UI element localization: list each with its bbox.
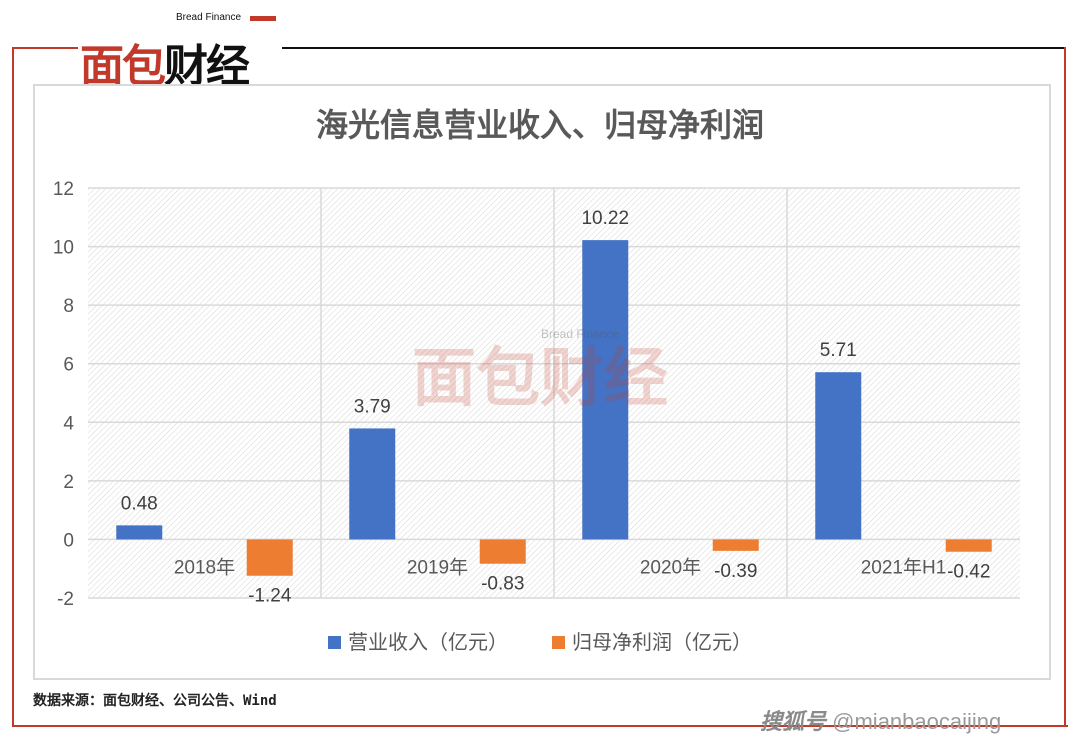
frame-line: [12, 47, 14, 727]
data-label: -0.83: [481, 574, 524, 595]
y-tick-label: 6: [63, 355, 74, 376]
y-tick-label: 4: [63, 413, 74, 434]
x-tick-label: 2020年: [640, 556, 701, 578]
brand-logo-cn: 面包财经: [80, 30, 250, 94]
legend-label: 营业收入（亿元）: [348, 630, 508, 654]
bar: [712, 539, 759, 551]
handle-watermark: @mianbaocaijing: [832, 709, 1002, 734]
x-tick-label: 2021年H1: [861, 556, 947, 578]
frame-line: [282, 47, 1066, 49]
data-label: 10.22: [581, 208, 629, 229]
footer-watermark: 搜狐号 @mianbaocaijing: [760, 704, 1001, 736]
y-tick-label: 10: [53, 238, 74, 259]
bar: [582, 240, 629, 540]
bar: [815, 372, 862, 540]
brand-logo-part-2: 财经: [164, 41, 250, 92]
brand-logo-en: Bread Finance: [176, 12, 242, 23]
chart-title: 海光信息营业收入、归母净利润: [315, 106, 764, 144]
y-tick-label: 2: [63, 472, 74, 493]
data-label: 5.71: [820, 340, 857, 361]
data-label: -1.24: [248, 586, 292, 607]
bar: [116, 525, 163, 540]
source-note: 数据来源：面包财经、公司公告、Wind: [33, 693, 277, 709]
watermark-subtext: Bread Finance: [541, 327, 619, 341]
y-tick-label: 8: [63, 296, 74, 317]
frame-line: [12, 725, 1068, 727]
y-tick-label: 0: [63, 530, 74, 551]
data-label: -0.42: [947, 562, 990, 583]
y-tick-label: 12: [53, 179, 74, 200]
platform-watermark: 搜狐号: [760, 709, 827, 734]
frame-line: [1064, 47, 1066, 727]
data-label: -0.39: [714, 561, 757, 582]
brand-logo: Bread Finance 面包财经: [80, 12, 280, 92]
data-label: 3.79: [354, 396, 391, 417]
watermark-text: 面包财经: [412, 342, 668, 416]
x-tick-label: 2019年: [407, 556, 468, 578]
bar: [945, 539, 992, 552]
legend-label: 归母净利润（亿元）: [572, 630, 752, 654]
bar: [246, 539, 293, 576]
frame-line: [12, 47, 78, 49]
legend-swatch: [328, 636, 341, 649]
brand-logo-part-1: 面包: [80, 41, 166, 92]
legend-swatch: [552, 636, 565, 649]
x-tick-label: 2018年: [174, 556, 235, 578]
brand-logo-accent: [250, 16, 276, 21]
bar: [479, 539, 526, 564]
bar: [349, 428, 396, 540]
data-label: 0.48: [121, 493, 158, 514]
y-tick-label: -2: [57, 589, 74, 610]
